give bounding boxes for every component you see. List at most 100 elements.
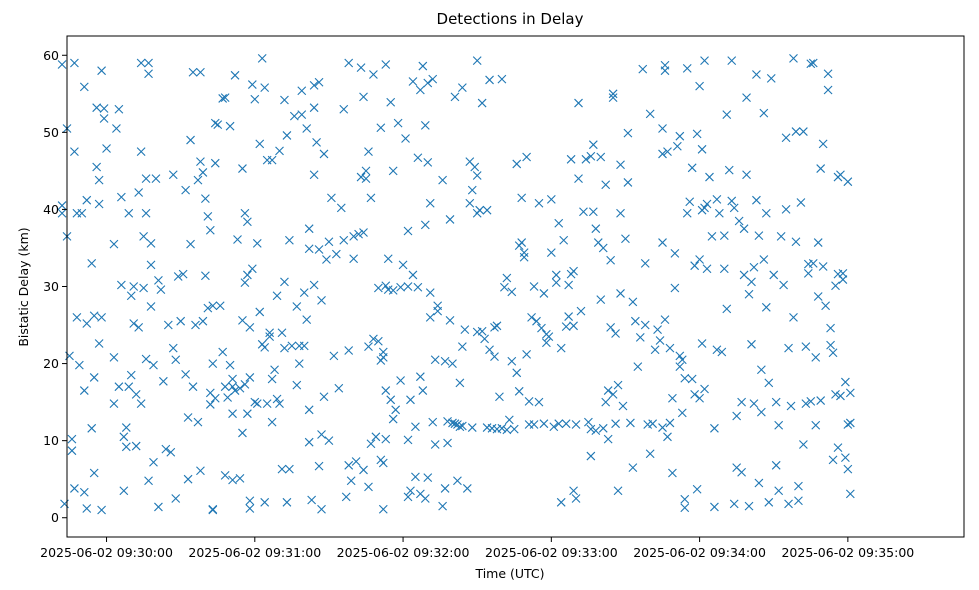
data-point (134, 322, 144, 332)
data-point (564, 312, 574, 321)
data-point (687, 374, 697, 384)
data-point (77, 208, 87, 218)
data-point (714, 208, 724, 218)
data-point (766, 74, 776, 83)
data-point (722, 304, 732, 314)
data-point (369, 70, 378, 79)
data-point (490, 322, 499, 332)
data-point (304, 405, 314, 415)
data-point (507, 287, 517, 297)
data-point (749, 399, 759, 409)
data-point (398, 260, 408, 270)
data-point (109, 239, 119, 249)
data-point (843, 420, 853, 429)
data-point (79, 82, 89, 92)
data-point (724, 165, 734, 175)
data-point (663, 432, 672, 442)
data-point (238, 428, 247, 438)
data-point (485, 75, 494, 85)
data-point (680, 503, 690, 513)
y-axis: 0 10 20 30 40 50 60 (43, 48, 67, 525)
data-point (386, 97, 396, 107)
data-point (220, 470, 230, 480)
data-point (831, 390, 840, 399)
data-point (230, 386, 240, 395)
data-point (144, 69, 153, 79)
data-point (373, 336, 383, 346)
data-point (309, 103, 319, 113)
data-point (386, 395, 396, 405)
data-point (457, 83, 467, 93)
data-point (57, 60, 67, 69)
data-point (517, 238, 527, 247)
data-point (228, 374, 237, 384)
data-point (176, 316, 186, 326)
data-point (114, 104, 124, 114)
data-point (324, 237, 334, 247)
data-point (734, 216, 744, 226)
data-point (623, 128, 633, 138)
data-point (312, 137, 321, 147)
data-point (369, 334, 378, 344)
x-axis: 2025-06-02 09:30:00 2025-06-02 09:31:00 20… (40, 537, 914, 560)
data-point (282, 497, 292, 507)
data-point (391, 405, 401, 415)
data-point (245, 322, 255, 332)
data-point (467, 423, 477, 432)
data-point (579, 207, 588, 217)
data-point (611, 329, 620, 338)
data-point (322, 255, 331, 264)
data-point (364, 482, 373, 492)
data-point (116, 192, 126, 202)
data-point (401, 134, 410, 143)
data-point (759, 255, 769, 264)
data-point (292, 302, 302, 311)
data-point (121, 442, 131, 452)
data-point (411, 472, 420, 482)
data-point (292, 380, 302, 390)
data-point (623, 178, 633, 187)
data-point (200, 194, 210, 204)
data-point (428, 417, 438, 427)
data-point (828, 348, 838, 358)
data-point (448, 359, 457, 368)
data-point (551, 278, 561, 288)
data-point (717, 347, 727, 357)
data-point (408, 270, 418, 280)
data-point (467, 185, 477, 195)
data-point (465, 198, 475, 208)
data-point (260, 497, 270, 507)
data-point (218, 94, 228, 103)
data-point (144, 476, 153, 486)
data-point (285, 464, 294, 474)
plot-frame (66, 35, 965, 538)
data-point (524, 396, 534, 406)
data-point (129, 282, 139, 291)
data-point (272, 394, 282, 404)
data-point (443, 416, 452, 426)
data-point (89, 373, 99, 382)
data-point (411, 422, 420, 432)
data-point (512, 159, 522, 169)
data-point (260, 343, 270, 352)
data-point (477, 326, 487, 336)
data-point (233, 235, 242, 244)
marker-layer (57, 53, 855, 515)
data-point (522, 152, 532, 162)
data-point (482, 205, 492, 215)
data-point (146, 238, 156, 248)
data-point (759, 108, 769, 118)
y-tick-label: 60 (43, 48, 59, 63)
data-point (186, 239, 195, 249)
data-point (668, 393, 677, 403)
data-point (756, 407, 766, 417)
x-axis-label: Time (UTC) (474, 566, 544, 581)
data-point (658, 124, 667, 133)
data-point (304, 437, 314, 447)
data-point (712, 345, 722, 355)
data-point (682, 63, 692, 73)
data-point (240, 278, 250, 288)
data-point (252, 238, 262, 248)
data-point (126, 291, 136, 301)
data-point (806, 59, 816, 69)
